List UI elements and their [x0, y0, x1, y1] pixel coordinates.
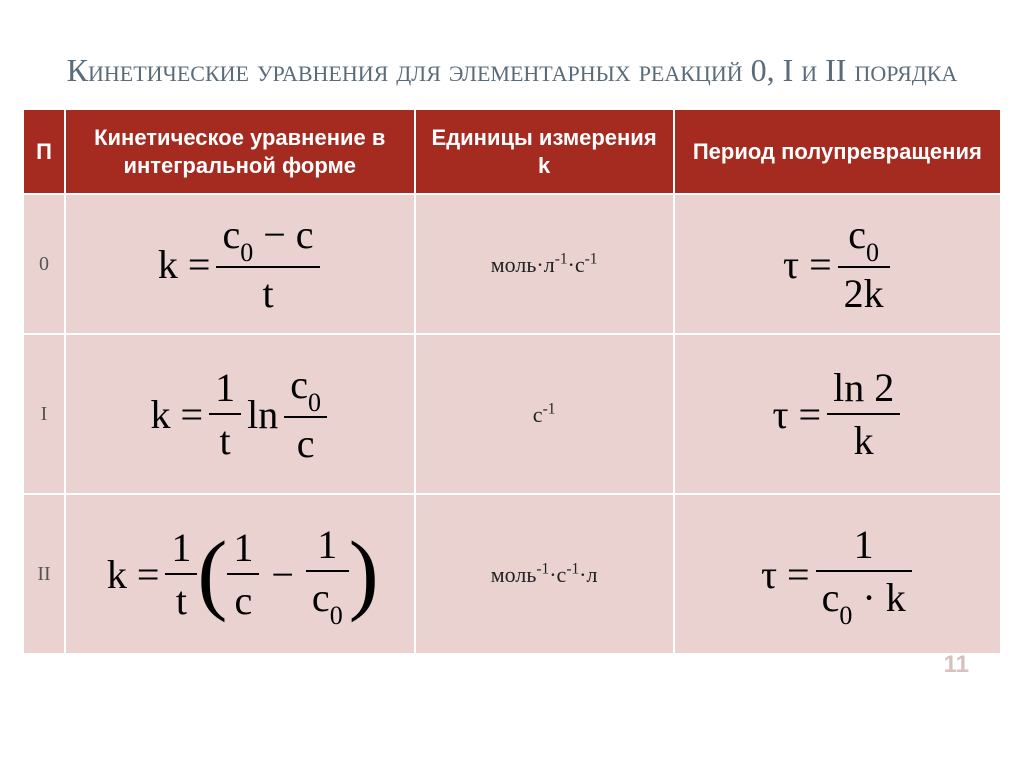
units-0: моль·л-1·с-1: [491, 252, 598, 277]
order-label: II: [37, 563, 50, 585]
th-order: П: [23, 109, 65, 194]
equation-2: k = 1 t 1 c − 1 c0: [105, 521, 375, 627]
units-2: моль-1·с-1·л: [491, 562, 598, 587]
equation-1: k = 1 t ln c0 c: [149, 361, 331, 467]
equation-0: k = c0 − c t: [156, 211, 324, 317]
table-row: I k = 1 t ln c0 c с-1 τ: [23, 334, 1001, 494]
table-row: II k = 1 t 1 c −: [23, 494, 1001, 654]
page-number: 11: [944, 651, 969, 679]
halflife-0: τ = c0 2k: [781, 211, 894, 317]
kinetics-table: П Кинетическое уравнение в интегральной …: [22, 108, 1002, 655]
th-units: Единицы измерения k: [415, 109, 674, 194]
table-row: 0 k = c0 − c t моль·л-1·с-1 τ = c0 2k: [23, 194, 1001, 334]
order-label: I: [41, 403, 48, 425]
halflife-2: τ = 1 c0 · k: [759, 521, 916, 627]
order-label: 0: [39, 253, 49, 275]
th-halflife: Период полупревращения: [674, 109, 1001, 194]
halflife-1: τ = ln 2 k: [770, 364, 904, 464]
units-1: с-1: [533, 402, 556, 427]
th-equation: Кинетическое уравнение в интегральной фо…: [65, 109, 415, 194]
page-title: Кинетические уравнения для элементарных …: [52, 50, 972, 90]
